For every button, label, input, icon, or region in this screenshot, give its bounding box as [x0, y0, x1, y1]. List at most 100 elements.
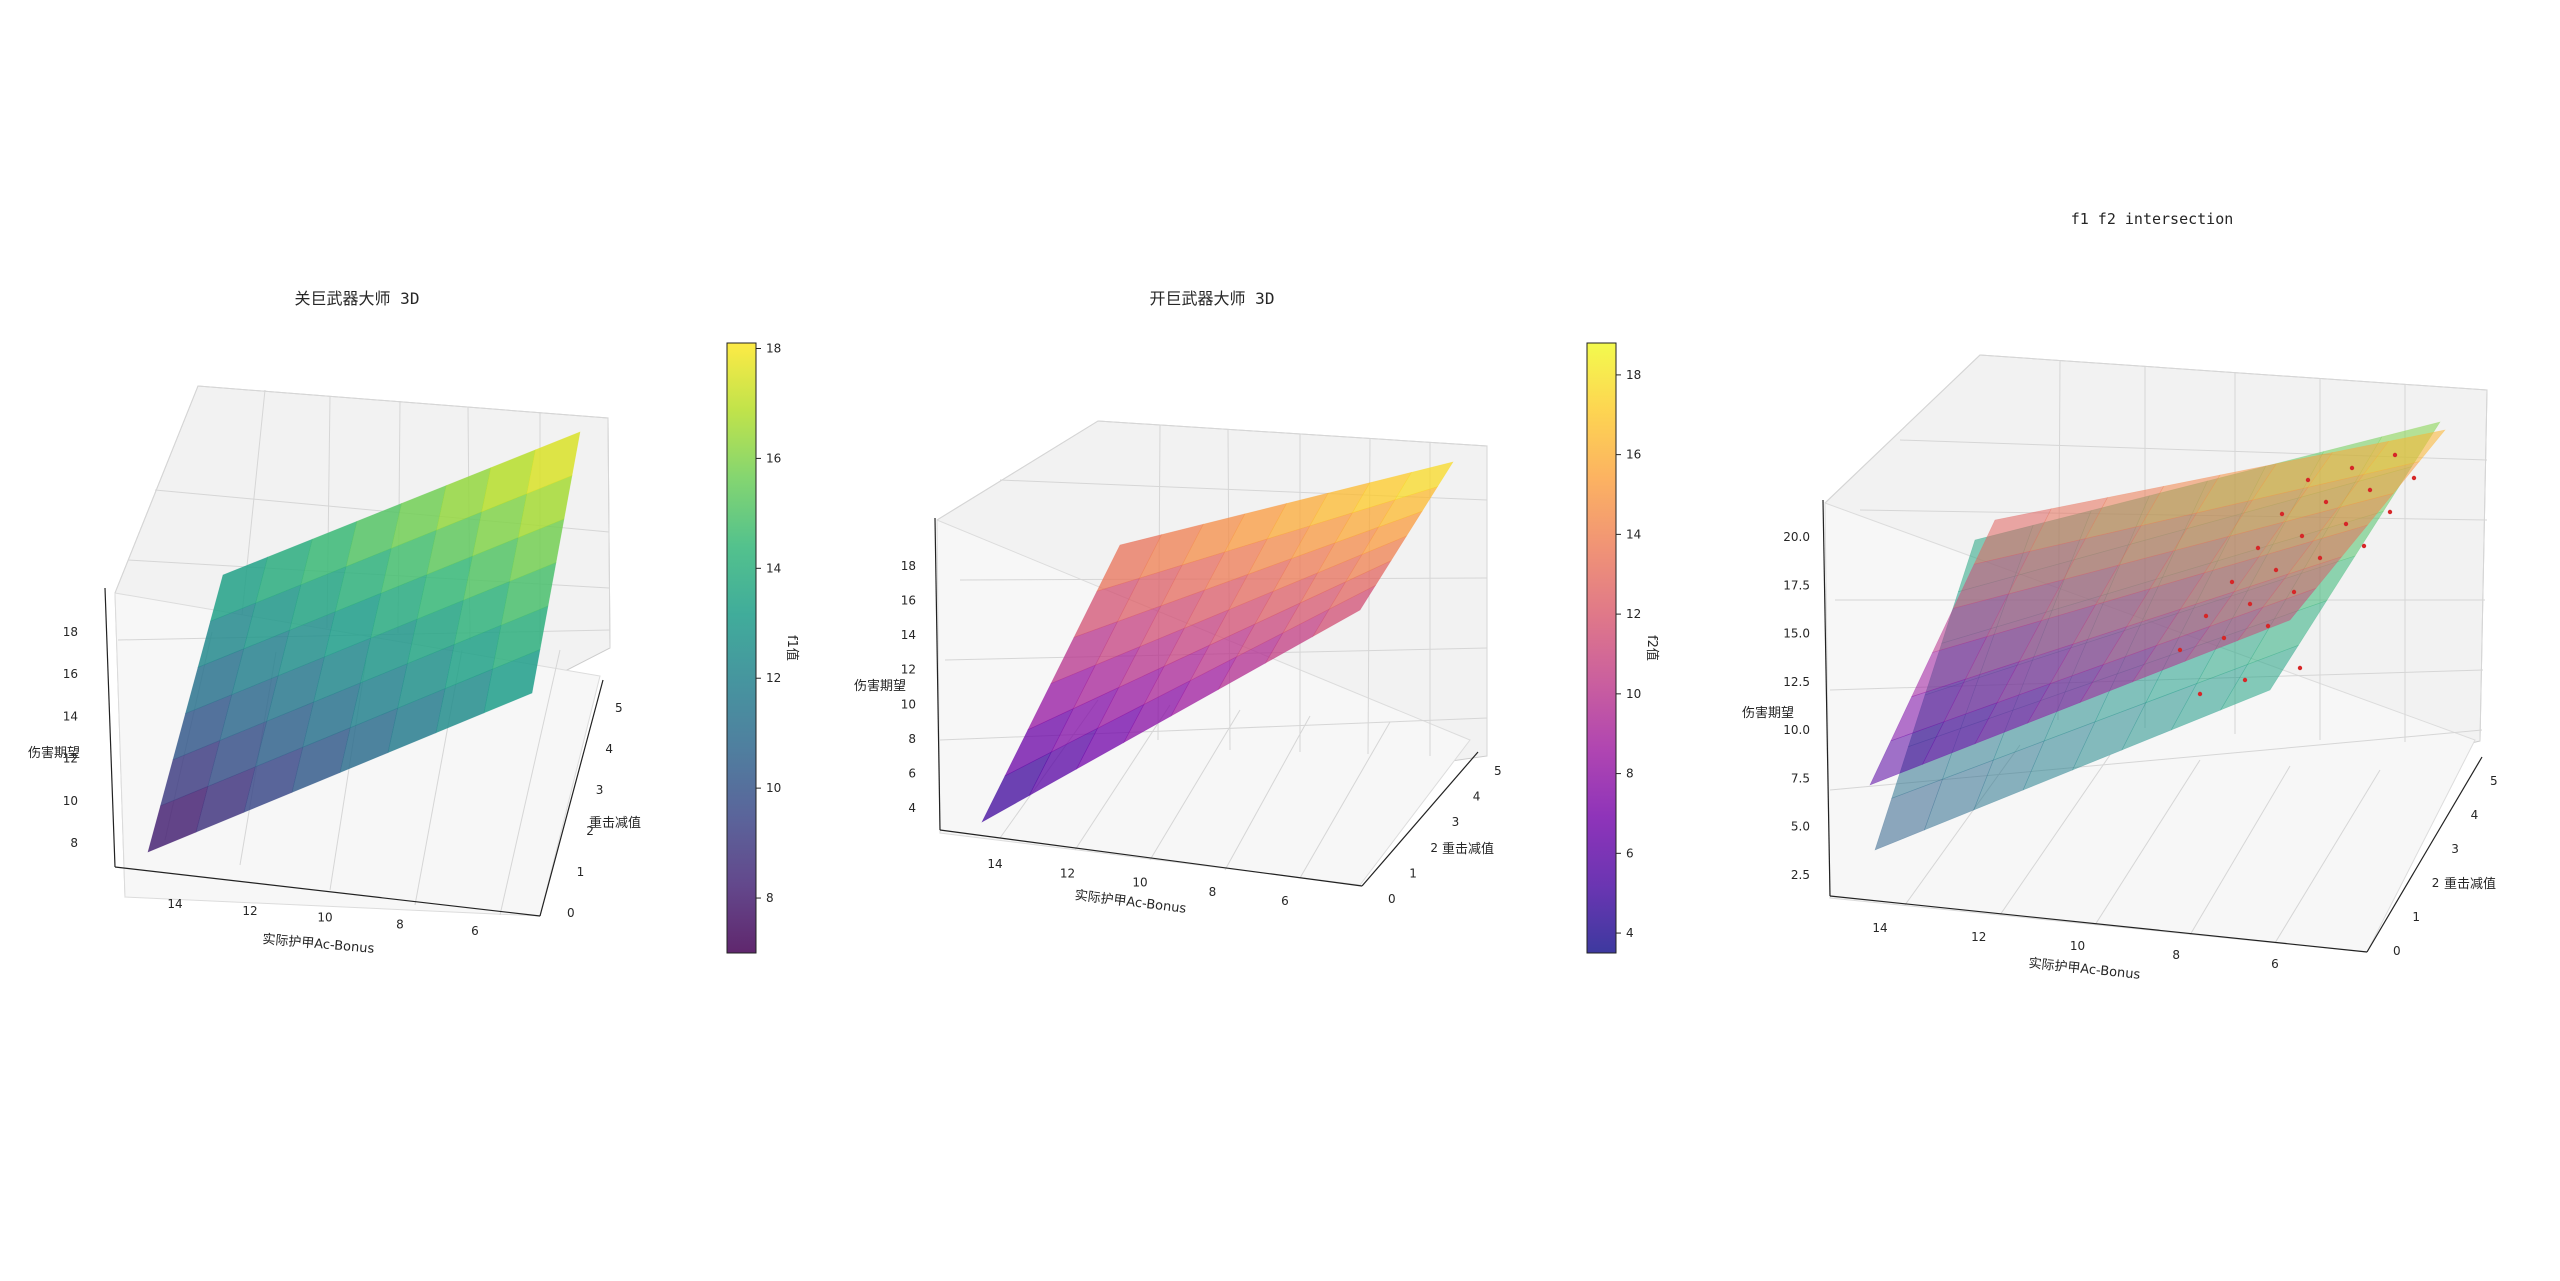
- intersection-point: [2411, 475, 2417, 481]
- tick-label: 14: [901, 628, 916, 642]
- intersection-point: [2323, 499, 2329, 505]
- intersection-points: [2177, 452, 2417, 697]
- intersection-point: [2221, 635, 2227, 641]
- surface: [1869, 421, 2446, 851]
- surface-patch: [2362, 429, 2446, 475]
- intersection-point: [2305, 477, 2311, 483]
- tick-label: 10: [2070, 939, 2085, 953]
- tick-label: 15.0: [1783, 627, 1810, 641]
- axes: [934, 517, 1479, 887]
- z-axis-label: 伤害期望: [28, 745, 80, 761]
- tick-label: 8: [1209, 885, 1217, 899]
- gridline: [1074, 704, 1171, 851]
- tick-label: 8: [908, 732, 916, 746]
- tick-label: 16: [63, 667, 78, 681]
- tick-label: 20.0: [1783, 530, 1810, 544]
- intersection-point: [2247, 601, 2253, 607]
- intersection-point: [2273, 567, 2279, 573]
- tick-label: 2: [2432, 876, 2440, 890]
- tick-label: 8: [70, 836, 78, 850]
- intersection-point: [2279, 511, 2285, 517]
- tick-label: 10.0: [1783, 723, 1810, 737]
- tick-label: 8: [396, 917, 404, 931]
- tick-label: 8: [2172, 948, 2180, 962]
- chart-title: f1 f2 intersection: [2071, 210, 2234, 228]
- tick-label: 1: [1409, 866, 1417, 880]
- tick-label: 2.5: [1791, 868, 1810, 882]
- intersection-point: [2367, 487, 2373, 493]
- gridline: [1224, 715, 1311, 871]
- x-tick-labels: 14 12 10 8 6: [167, 897, 478, 938]
- surface: [147, 431, 581, 853]
- gridline: [114, 385, 199, 594]
- colorbar-tick-label: 14: [766, 561, 781, 575]
- tick-label: 3: [1452, 815, 1460, 829]
- x-axis-label: 实际护甲Ac-Bonus: [1074, 888, 1187, 917]
- tick-label: 4: [1473, 790, 1481, 804]
- intersection-point: [2203, 613, 2209, 619]
- intersection-point: [2197, 691, 2203, 697]
- gridline: [499, 649, 561, 916]
- tick-label: 0: [1388, 892, 1396, 906]
- tick-label: 12: [1060, 866, 1075, 880]
- colorbar-tick-labels: 4 6 8 10 12 14 16 18: [1616, 368, 1641, 940]
- gridline: [2094, 759, 2201, 926]
- tick-label: 12.5: [1783, 675, 1810, 689]
- colorbar-label: f2值: [1644, 635, 1660, 661]
- intersection-point: [2265, 623, 2271, 629]
- intersection-point: [2242, 677, 2248, 683]
- chart-title: 开巨武器大师 3D: [1150, 289, 1275, 308]
- tick-label: 18: [901, 559, 916, 573]
- colorbar-tick-label: 12: [766, 671, 781, 685]
- intersection-point: [2255, 545, 2261, 551]
- gridline: [1149, 709, 1241, 861]
- gridline: [1979, 354, 2488, 391]
- tick-label: 1: [2412, 910, 2420, 924]
- y-axis-label: 重击减值: [589, 815, 641, 831]
- colorbar-tick-label: 10: [766, 781, 781, 795]
- z-tick-labels: 2.5 5.0 7.5 10.0 12.5 15.0 17.5 20.0: [1783, 530, 1810, 882]
- surface-patch: [526, 431, 581, 495]
- tick-label: 10: [901, 697, 916, 711]
- tick-label: 2: [1430, 841, 1438, 855]
- colorbar-label: f1值: [784, 635, 800, 661]
- tick-label: 10: [63, 794, 78, 808]
- gridline: [2479, 389, 2488, 742]
- intersection-point: [2177, 647, 2183, 653]
- colorbar-tick-label: 12: [1626, 607, 1641, 621]
- chart-title: 关巨武器大师 3D: [295, 289, 420, 308]
- tick-label: 3: [2451, 842, 2459, 856]
- tick-label: 5: [1494, 764, 1502, 778]
- tick-label: 3: [596, 783, 604, 797]
- tick-label: 5: [615, 701, 623, 715]
- colorbar-tick-label: 18: [1626, 368, 1641, 382]
- tick-label: 0: [567, 906, 575, 920]
- tick-label: 17.5: [1783, 578, 1810, 592]
- tick-label: 18: [63, 625, 78, 639]
- tick-label: 4: [908, 801, 916, 815]
- tick-label: 0: [2393, 944, 2401, 958]
- colorbar-tick-label: 16: [766, 451, 781, 465]
- intersection-point: [2317, 555, 2323, 561]
- tick-label: 10: [317, 911, 332, 925]
- gridline: [2189, 765, 2291, 936]
- tick-label: 12: [63, 752, 78, 766]
- colorbar-tick-label: 8: [766, 891, 774, 905]
- tick-label: 12: [901, 663, 916, 677]
- x-axis-label: 实际护甲Ac-Bonus: [262, 932, 375, 957]
- intersection-point: [2299, 533, 2305, 539]
- intersection-point: [2361, 543, 2367, 549]
- gridline: [1299, 721, 1391, 879]
- colorbar-tick-label: 14: [1626, 527, 1641, 541]
- intersection-point: [2291, 589, 2297, 595]
- colorbar: 8 10 12 14 16 18 f1值: [726, 341, 800, 954]
- colorbar-tick-labels: 8 10 12 14 16 18: [756, 341, 781, 905]
- gridline: [1097, 420, 1488, 447]
- x-tick-labels: 14 12 10 8 6: [987, 857, 1288, 908]
- tick-label: 1: [577, 865, 585, 879]
